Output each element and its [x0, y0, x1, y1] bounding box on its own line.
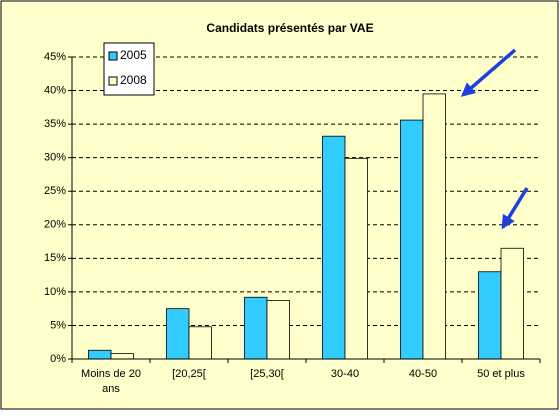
legend-label: 2005 [120, 48, 147, 62]
bar [266, 300, 290, 360]
x-tick-label-box: 40-50 [408, 368, 438, 380]
y-tick-label: 25% [44, 185, 66, 197]
bar [422, 93, 446, 360]
arrow [460, 48, 517, 97]
legend-swatch [108, 76, 118, 86]
legend-label: 2008 [120, 73, 147, 87]
plot-area: 0% 5% 10% 15% 20% 25% 30% 35% 40% 45% Moins de 20 … [44, 42, 541, 395]
bar [110, 353, 134, 360]
y-tick-label: 40% [44, 84, 66, 96]
chart-title: Candidats présentés par VAE [206, 21, 373, 35]
bar [188, 326, 212, 360]
x-tick-label-box: [20,25[ [172, 368, 206, 380]
x-tick-label: [25,30[ [250, 368, 284, 380]
y-tick-label: 5% [50, 319, 66, 331]
y-tick-label: 35% [44, 118, 66, 130]
x-tick-label: 40-50 [408, 368, 438, 380]
y-tick-label: 20% [44, 219, 66, 231]
bar [322, 135, 346, 360]
bar [478, 271, 502, 360]
y-tick-label: 30% [44, 152, 66, 164]
bar [344, 157, 368, 360]
y-tick-label: 45% [44, 51, 66, 63]
bar [88, 349, 112, 360]
bar [166, 308, 190, 360]
bar [244, 296, 268, 360]
x-tick-label: 50 et plus [477, 368, 525, 380]
x-tick-label-box: [25,30[ [250, 368, 284, 380]
x-tick-label: Moins de 20 ans [81, 368, 141, 395]
arrow [501, 187, 529, 230]
y-tick-label: 15% [44, 252, 66, 264]
x-tick-label-box: Moins de 20 ans [81, 368, 141, 395]
x-tick-label: [20,25[ [172, 368, 206, 380]
x-tick-label-box: 50 et plus [477, 368, 525, 380]
bar [500, 247, 524, 360]
y-tick-label: 0% [50, 353, 66, 365]
x-tick-label: 30-40 [330, 368, 360, 380]
y-tick-label: 10% [44, 286, 66, 298]
x-tick-label-box: 30-40 [330, 368, 360, 380]
legend-swatch [108, 51, 118, 61]
bar [400, 119, 424, 360]
